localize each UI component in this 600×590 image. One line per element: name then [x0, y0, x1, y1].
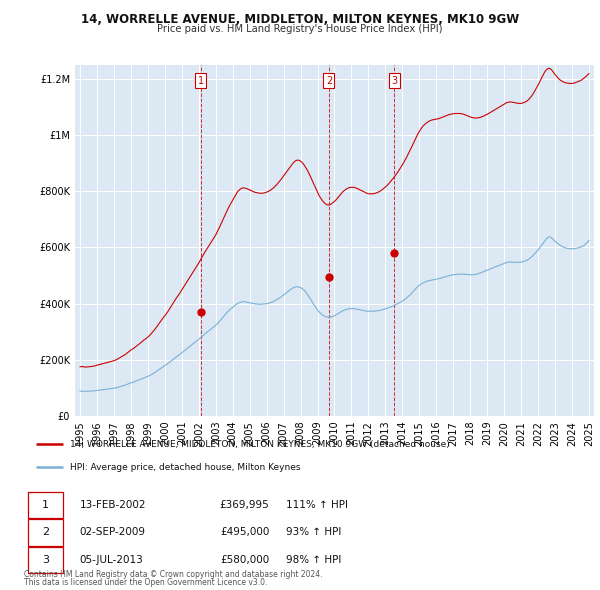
Text: 1: 1 [42, 500, 49, 510]
FancyBboxPatch shape [28, 492, 63, 518]
Text: Price paid vs. HM Land Registry's House Price Index (HPI): Price paid vs. HM Land Registry's House … [157, 24, 443, 34]
Text: HPI: Average price, detached house, Milton Keynes: HPI: Average price, detached house, Milt… [70, 463, 300, 472]
Text: 14, WORRELLE AVENUE, MIDDLETON, MILTON KEYNES, MK10 9GW (detached house): 14, WORRELLE AVENUE, MIDDLETON, MILTON K… [70, 440, 449, 449]
Text: This data is licensed under the Open Government Licence v3.0.: This data is licensed under the Open Gov… [24, 578, 268, 587]
Text: 98% ↑ HPI: 98% ↑ HPI [286, 555, 341, 565]
Text: 3: 3 [391, 76, 397, 86]
Text: 1: 1 [198, 76, 204, 86]
Text: £580,000: £580,000 [220, 555, 269, 565]
Text: 3: 3 [42, 555, 49, 565]
Text: 02-SEP-2009: 02-SEP-2009 [80, 527, 146, 537]
Text: 2: 2 [326, 76, 332, 86]
Text: 14, WORRELLE AVENUE, MIDDLETON, MILTON KEYNES, MK10 9GW: 14, WORRELLE AVENUE, MIDDLETON, MILTON K… [81, 13, 519, 26]
Text: 2: 2 [42, 527, 49, 537]
Text: 05-JUL-2013: 05-JUL-2013 [80, 555, 143, 565]
Text: 111% ↑ HPI: 111% ↑ HPI [286, 500, 348, 510]
FancyBboxPatch shape [28, 519, 63, 546]
Text: Contains HM Land Registry data © Crown copyright and database right 2024.: Contains HM Land Registry data © Crown c… [24, 571, 323, 579]
Text: 93% ↑ HPI: 93% ↑ HPI [286, 527, 341, 537]
Text: 13-FEB-2002: 13-FEB-2002 [80, 500, 146, 510]
Text: £369,995: £369,995 [220, 500, 269, 510]
FancyBboxPatch shape [28, 547, 63, 573]
Text: £495,000: £495,000 [220, 527, 269, 537]
